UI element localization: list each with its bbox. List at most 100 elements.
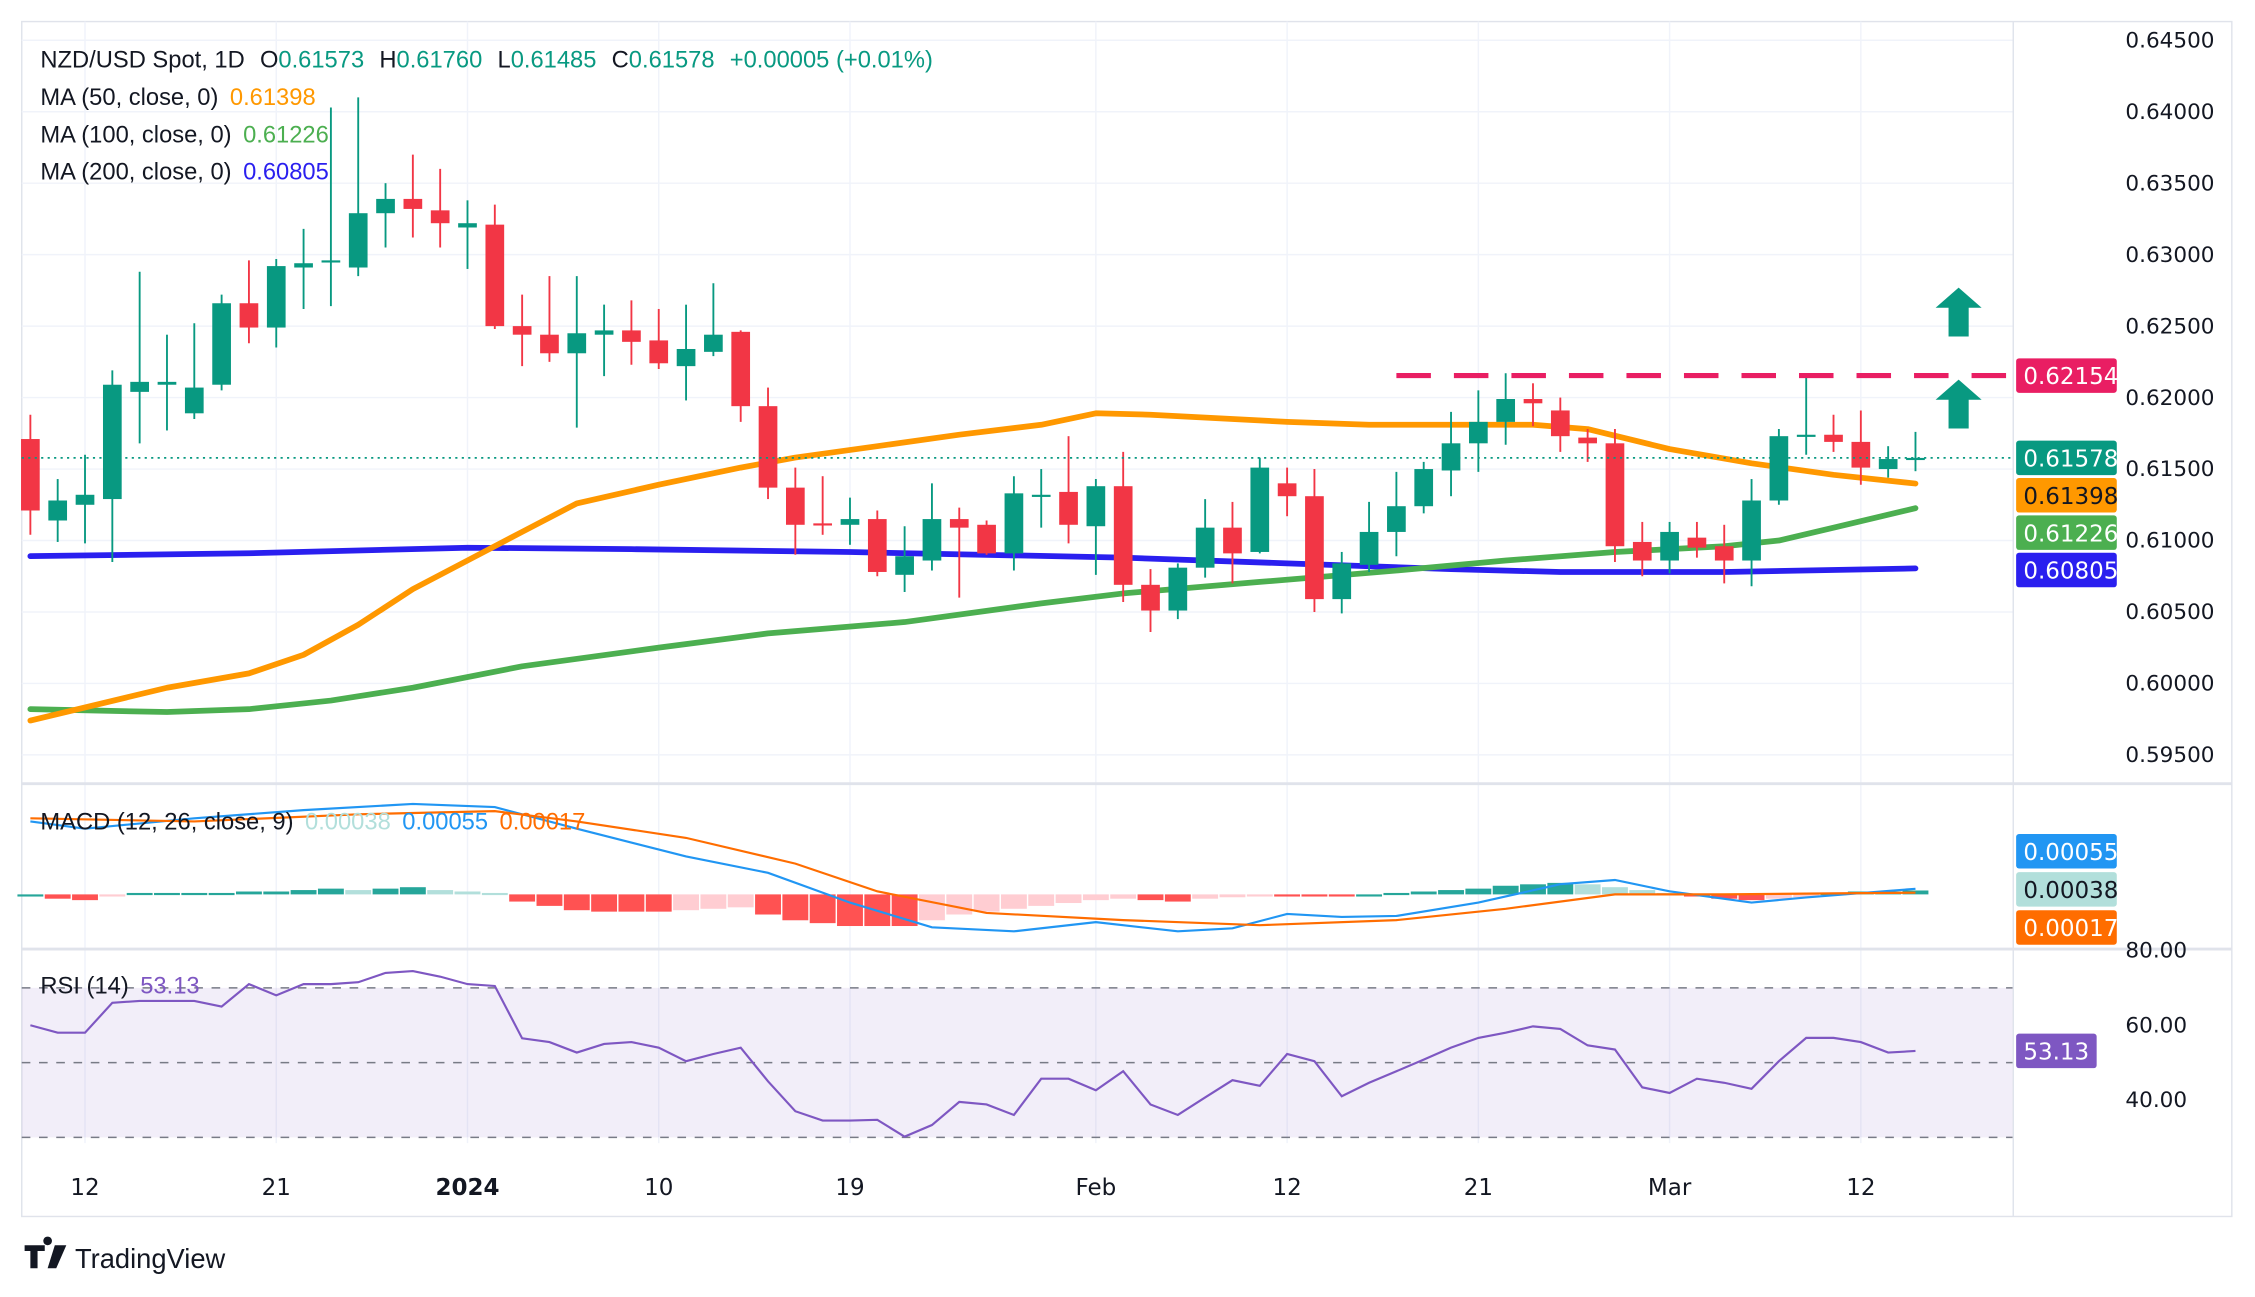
- candle-body: [540, 334, 559, 354]
- candle-body: [1277, 483, 1297, 497]
- candle-up: [1332, 551, 1352, 614]
- candle-body: [403, 198, 423, 209]
- candle-body: [130, 381, 149, 392]
- macd-histogram-bar: [1602, 887, 1628, 895]
- macd-histogram-bar: [536, 894, 563, 906]
- macd-histogram-bar: [1793, 894, 1820, 898]
- candle-up: [102, 370, 122, 562]
- time-tick-label: 21: [1464, 1175, 1493, 1201]
- high-value: 0.61760: [397, 48, 483, 74]
- macd-histogram-bar: [1301, 894, 1328, 897]
- rsi-pane: [21, 969, 2014, 1139]
- candle-body: [266, 266, 286, 328]
- candle-down: [1851, 410, 1871, 485]
- macd-histogram-bar: [1356, 894, 1383, 897]
- candle-body: [1496, 399, 1516, 422]
- ma200-legend[interactable]: MA (200, close, 0) 0.60805: [40, 160, 328, 186]
- candle-body: [1906, 457, 1925, 461]
- candle-down: [977, 520, 996, 555]
- candle-body: [758, 406, 778, 488]
- macd-histogram-bar: [1465, 888, 1492, 895]
- candle-up: [130, 271, 149, 444]
- ohlc-legend: NZD/USD Spot, 1D O0.61573 H0.61760 L0.61…: [40, 48, 932, 74]
- candle-body: [1578, 437, 1597, 444]
- candle-up: [594, 304, 614, 377]
- price-axis[interactable]: 0.64500 0.64000 0.63500 0.63000 0.62500 0.620…: [2016, 28, 2215, 1113]
- close-value: 0.61578: [629, 48, 715, 74]
- price-badge-label: 0.61226: [2023, 521, 2118, 547]
- candle-body: [1878, 459, 1898, 470]
- macd-histogram-bar: [1219, 894, 1246, 898]
- rsi-legend[interactable]: RSI (14) 53.13: [40, 974, 199, 1000]
- macd-histogram-bar: [809, 894, 836, 924]
- candle-down: [1305, 469, 1324, 612]
- rsi-badge-label: 53.13: [2023, 1040, 2089, 1066]
- time-tick-label: 12: [70, 1175, 99, 1201]
- candle-body: [1168, 567, 1188, 611]
- macd-legend[interactable]: MACD (12, 26, close, 9) 0.00038 0.00055 0.0…: [40, 810, 585, 836]
- candle-down: [512, 294, 532, 367]
- symbol-title: NZD/USD Spot, 1D: [40, 48, 244, 74]
- up-arrow-icon: [1935, 379, 1982, 429]
- candle-body: [348, 213, 368, 268]
- candle-body: [676, 348, 696, 367]
- rsi-badge: [2016, 1033, 2097, 1069]
- macd-histogram-bar: [563, 894, 590, 911]
- candle-body: [1769, 436, 1789, 501]
- price-tick-label: 0.63500: [2125, 171, 2214, 196]
- candle-body: [1223, 527, 1242, 554]
- candle-down: [785, 467, 805, 555]
- ma50-legend[interactable]: MA (50, close, 0) 0.61398: [40, 85, 315, 111]
- candle-body: [1086, 486, 1106, 527]
- candle-body: [294, 263, 313, 268]
- candle-body: [1523, 399, 1543, 404]
- candle-down: [867, 510, 887, 577]
- candle-body: [1141, 584, 1160, 611]
- candle-body: [1031, 494, 1051, 497]
- candle-body: [1796, 434, 1816, 437]
- candle-up: [1414, 461, 1434, 514]
- candle-body: [1059, 491, 1078, 525]
- time-tick-label: 12: [1272, 1175, 1301, 1201]
- candle-up: [1195, 499, 1215, 578]
- macd-badge: [2016, 872, 2117, 907]
- price-tick-label: 0.60500: [2125, 600, 2214, 625]
- macd-histogram-bar: [1055, 894, 1082, 904]
- candle-down: [758, 387, 778, 500]
- candle-down: [949, 507, 969, 598]
- macd-histogram-bar: [17, 894, 44, 897]
- price-badge-label: 0.61398: [2023, 484, 2118, 510]
- candle-body: [649, 340, 669, 364]
- rsi-line: [30, 969, 1916, 1138]
- time-axis[interactable]: 12 21 2024 10 19 Feb 12 21 Mar 12: [70, 1175, 1875, 1201]
- ma100-legend[interactable]: MA (100, close, 0) 0.61226: [40, 122, 328, 148]
- macd-histogram-bar: [345, 890, 372, 895]
- macd-histogram-bar: [727, 894, 754, 908]
- macd-histogram-bar: [700, 894, 727, 909]
- candle-body: [1332, 563, 1352, 600]
- price-badge: [2016, 478, 2117, 513]
- macd-histogram-bar: [208, 892, 235, 896]
- candle-down: [430, 168, 450, 248]
- candle-body: [895, 556, 914, 575]
- candle-up: [1387, 471, 1406, 557]
- candle-body: [731, 331, 751, 407]
- candle-body: [1305, 496, 1324, 600]
- price-badge-label: 0.62154: [2023, 364, 2118, 390]
- macd-histogram-bar: [126, 892, 153, 896]
- candle-body: [1414, 469, 1434, 507]
- candle-up: [1031, 469, 1051, 528]
- candle-down: [403, 154, 423, 238]
- macd-histogram-bar: [509, 894, 536, 902]
- macd-histogram-bar: [1274, 894, 1301, 897]
- candle-up: [1168, 563, 1188, 620]
- candle-up: [458, 200, 477, 269]
- candle-body: [184, 387, 204, 414]
- tradingview-logo[interactable]: TradingView: [24, 1236, 226, 1275]
- up-arrow-icon: [1935, 287, 1982, 337]
- candle-body: [813, 523, 833, 526]
- candle-down: [1632, 521, 1652, 577]
- candle-up: [321, 107, 341, 307]
- price-tick-label: 0.62000: [2125, 386, 2214, 411]
